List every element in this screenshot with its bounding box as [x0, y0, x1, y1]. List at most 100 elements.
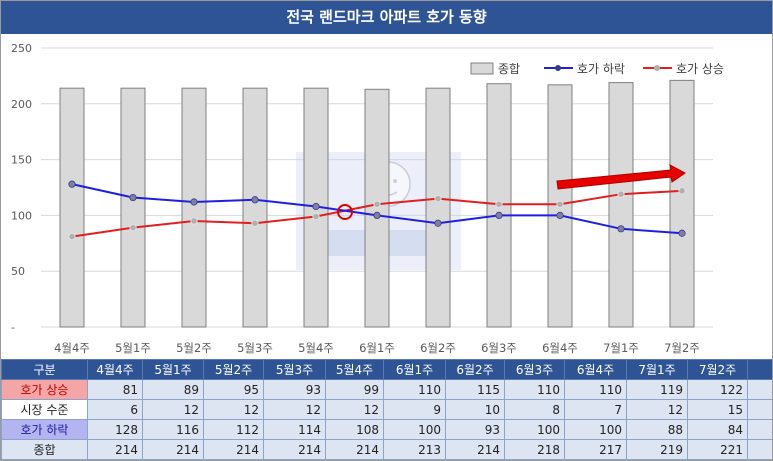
point-up: [190, 217, 198, 225]
table-row: 호가 하락 128 116 112 114 108 100 93 100 100 88 84: [1, 419, 772, 440]
table-cell: 114: [263, 419, 326, 440]
table-cell: 81: [87, 379, 143, 400]
table-header-cell: 5월2주: [203, 359, 264, 380]
table-cell: 12: [626, 399, 688, 420]
table-cell: 214: [87, 439, 143, 460]
table-cell: 221: [687, 439, 748, 460]
table-cell: 10: [445, 399, 505, 420]
legend-marker-down: [555, 65, 561, 71]
table-header-cell: 7월1주: [626, 359, 688, 380]
table-cell: 217: [564, 439, 627, 460]
y-tick-label: 200: [11, 98, 32, 111]
crossover-circle: [337, 204, 353, 220]
table-header-cell: 4월4주: [87, 359, 143, 380]
table-row-label: 호가 하락: [1, 419, 88, 440]
line-series: [68, 180, 686, 241]
point-up: [373, 200, 381, 208]
point-up: [129, 224, 137, 232]
point-down: [251, 196, 259, 204]
table-spacer-cell: [747, 419, 772, 440]
table-cell: 112: [203, 419, 264, 440]
table-cell: 100: [383, 419, 446, 440]
bar-total: [59, 87, 85, 328]
table-cell: 12: [203, 399, 264, 420]
point-down: [129, 193, 137, 202]
point-up: [678, 187, 686, 195]
bar-total: [181, 87, 207, 328]
table-cell: 89: [142, 379, 204, 400]
table-cell: 93: [445, 419, 505, 440]
table-cell: 214: [445, 439, 505, 460]
table-cell: 84: [687, 419, 748, 440]
point-down: [556, 211, 564, 219]
annotations: [337, 164, 686, 220]
table-cell: 214: [263, 439, 326, 460]
chart-canvas: - 50 100 150 200 250 4월4주 5월1주 5월2주 5월3주 5월4주 6월1주…: [11, 42, 724, 355]
table-cell: 214: [325, 439, 384, 460]
x-tick-label: 6월1주: [359, 341, 395, 355]
table-row: 종합 214 214 214 214 214 213 214 218 217 219 221: [1, 439, 772, 460]
rising-trend-arrow: [556, 164, 686, 190]
table-row: 시장 수준 6 12 12 12 12 9 10 8 7 12 15: [1, 399, 772, 420]
table-header-cell: 6월3주: [504, 359, 565, 380]
table-cell: 214: [142, 439, 204, 460]
table-cell: 110: [504, 379, 565, 400]
table-spacer-cell: [747, 399, 772, 420]
table-cell: 116: [142, 419, 204, 440]
point-down: [373, 211, 381, 219]
y-tick-label: 50: [11, 265, 25, 278]
point-down: [617, 225, 625, 233]
y-tick-label: 250: [11, 42, 32, 55]
table-cell: 88: [626, 419, 688, 440]
table-header-label: 구분: [1, 359, 88, 380]
table-row: 호가 상승 81 89 95 93 99 110 115 110 110 119 122: [1, 379, 772, 400]
table-header-cell: 6월4주: [564, 359, 627, 380]
chart-title: 전국 랜드마크 아파트 호가 동향: [1, 1, 772, 34]
bar-total: [608, 82, 634, 328]
x-tick-label: 7월1주: [603, 341, 639, 355]
bar-total: [425, 87, 451, 328]
table-cell: 110: [564, 379, 627, 400]
table-row-label: 종합: [1, 439, 88, 460]
table-cell: 108: [325, 419, 384, 440]
legend-label-total: 종합: [498, 62, 520, 76]
point-down: [190, 198, 198, 206]
point-up: [434, 195, 442, 203]
point-down: [678, 229, 686, 237]
y-tick-label: 100: [11, 209, 32, 222]
table-header-cell: 5월3주: [263, 359, 326, 380]
table-cell: 100: [564, 419, 627, 440]
table-cell: 8: [504, 399, 565, 420]
table-cell: 218: [504, 439, 565, 460]
table-cell: 219: [626, 439, 688, 460]
bar-total: [120, 87, 146, 328]
table-spacer-cell: [747, 359, 772, 380]
point-up: [556, 200, 564, 208]
x-tick-label: 7월2주: [664, 341, 700, 355]
table-cell: 213: [383, 439, 446, 460]
table-cell: 110: [383, 379, 446, 400]
x-tick-label: 5월3주: [237, 341, 273, 355]
point-up: [617, 190, 625, 198]
data-table: 구분 4월4주 5월1주 5월2주 5월3주 5월4주 6월1주 6월2주 6월3주 6월4주 7월…: [1, 359, 772, 460]
point-up: [251, 219, 259, 227]
table-spacer-cell: [747, 439, 772, 460]
x-tick-label: 4월4주: [54, 341, 90, 355]
table-spacer-cell: [747, 379, 772, 400]
point-up: [68, 233, 76, 241]
point-down: [434, 219, 442, 227]
table-cell: 119: [626, 379, 688, 400]
legend-label-up: 호가 상승: [676, 62, 724, 76]
table-header-cell: 5월4주: [325, 359, 384, 380]
point-up: [495, 200, 503, 208]
legend-swatch-total: [470, 62, 494, 75]
table-cell: 15: [687, 399, 748, 420]
table-cell: 214: [203, 439, 264, 460]
table-cell: 12: [142, 399, 204, 420]
table-cell: 100: [504, 419, 565, 440]
x-tick-label: 6월4주: [542, 341, 578, 355]
table-cell: 6: [87, 399, 143, 420]
legend-marker-up: [654, 65, 660, 71]
x-tick-label: 6월2주: [420, 341, 456, 355]
